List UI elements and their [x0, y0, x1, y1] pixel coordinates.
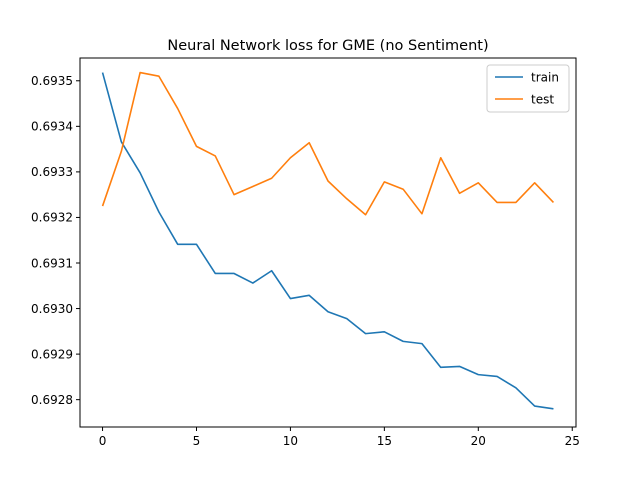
legend-label-test: test	[531, 93, 554, 107]
legend: train test	[486, 64, 570, 113]
y-tick-label: 0.6930	[31, 302, 73, 316]
x-tick-label: 15	[377, 434, 392, 448]
ticks-layer: 0 5 10 15 20 25 0.6928 0.6929 0.6930 0.6931 0.6932…	[31, 74, 580, 448]
y-tick-label: 0.6934	[31, 120, 73, 134]
y-tick-label: 0.6928	[31, 393, 73, 407]
x-tick-label: 5	[193, 434, 201, 448]
y-tick-label: 0.6935	[31, 74, 73, 88]
y-tick-label: 0.6929	[31, 347, 73, 361]
x-tick-label: 20	[471, 434, 486, 448]
y-tick-label: 0.6933	[31, 165, 73, 179]
x-tick-label: 0	[99, 434, 107, 448]
legend-label-train: train	[531, 71, 559, 85]
series-line-test	[101, 71, 555, 216]
chart-title: Neural Network loss for GME (no Sentimen…	[167, 38, 488, 54]
series-line-train	[101, 72, 554, 410]
x-tick-label: 25	[565, 434, 580, 448]
lines-layer	[101, 71, 555, 410]
plot-frame	[79, 57, 577, 428]
x-tick-label: 10	[283, 434, 298, 448]
y-tick-label: 0.6931	[31, 256, 73, 270]
y-tick-label: 0.6932	[31, 211, 73, 225]
plot-area	[80, 58, 576, 427]
